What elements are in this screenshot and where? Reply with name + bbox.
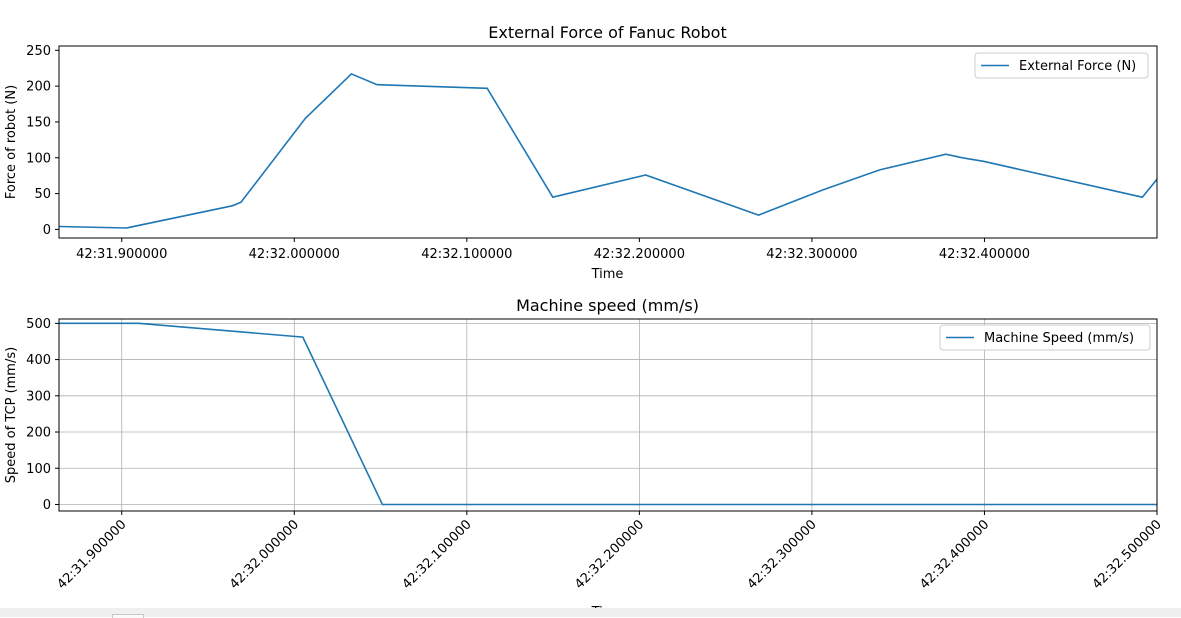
force-legend-label: External Force (N) (1019, 59, 1136, 74)
force-y-tick-label: 250 (26, 44, 51, 59)
force-y-tick-label: 150 (26, 115, 51, 130)
force-y-axis-label: Force of robot (N) (4, 85, 19, 199)
speed-y-axis-label: Speed of TCP (mm/s) (4, 347, 19, 483)
speed-x-tick-label: 42:31.900000 (54, 517, 129, 592)
speed-x-axis: 42:31.900000 42:32.000000 42:32.100000 42:3… (54, 511, 1165, 592)
force-legend: External Force (N) (974, 52, 1149, 79)
force-x-axis: 42:31.900000 42:32.000000 42:32.100000 42:3… (76, 238, 1030, 262)
force-chart-panel: External Force of Fanuc Robot 0 50 100 150 2… (4, 23, 1158, 282)
force-legend-box (974, 52, 1149, 79)
force-y-tick-label: 0 (43, 223, 51, 238)
speed-y-tick-label: 300 (26, 389, 51, 404)
speed-legend: Machine Speed (mm/s) (939, 324, 1151, 351)
speed-axes-frame (58, 318, 1158, 512)
force-axes-frame (58, 45, 1158, 239)
toolbar-widget[interactable] (112, 614, 144, 618)
force-y-tick-label: 200 (26, 80, 51, 95)
force-y-tick-label: 50 (34, 187, 51, 202)
speed-x-tick-label: 42:32.400000 (917, 517, 992, 592)
speed-x-tick-label: 42:32.000000 (227, 517, 302, 592)
force-y-tick-label: 100 (26, 151, 51, 166)
speed-chart-title: Machine speed (mm/s) (516, 296, 699, 315)
speed-y-tick-label: 100 (26, 462, 51, 477)
force-x-tick-label: 42:32.000000 (249, 247, 340, 262)
speed-legend-label: Machine Speed (mm/s) (984, 331, 1134, 346)
speed-y-tick-label: 500 (26, 317, 51, 332)
force-x-tick-label: 42:32.300000 (766, 247, 857, 262)
force-x-tick-label: 42:32.200000 (594, 247, 685, 262)
speed-y-tick-label: 400 (26, 353, 51, 368)
speed-legend-box (939, 324, 1151, 351)
speed-series-line (59, 322, 1157, 506)
force-y-axis: 0 50 100 150 200 250 (26, 44, 59, 238)
speed-x-tick-label: 42:32.500000 (1090, 517, 1165, 592)
force-x-tick-label: 42:31.900000 (76, 247, 167, 262)
speed-y-tick-label: 0 (43, 498, 51, 513)
speed-chart-panel: Machine speed (mm/s) 0 100 200 300 400 500 42… (4, 296, 1165, 592)
force-x-axis-label: Time (591, 267, 624, 282)
speed-x-tick-label: 42:32.100000 (400, 517, 475, 592)
force-x-tick-label: 42:32.400000 (939, 247, 1030, 262)
force-series-line (58, 72, 1158, 229)
toolbar-strip (0, 608, 1181, 617)
speed-y-tick-label: 200 (26, 426, 51, 441)
speed-x-tick-label: 42:32.300000 (745, 517, 820, 592)
force-chart-title: External Force of Fanuc Robot (488, 23, 726, 42)
speed-y-axis: 0 100 200 300 400 500 (26, 317, 59, 513)
speed-x-tick-label: 42:32.200000 (572, 517, 647, 592)
force-x-tick-label: 42:32.100000 (421, 247, 512, 262)
